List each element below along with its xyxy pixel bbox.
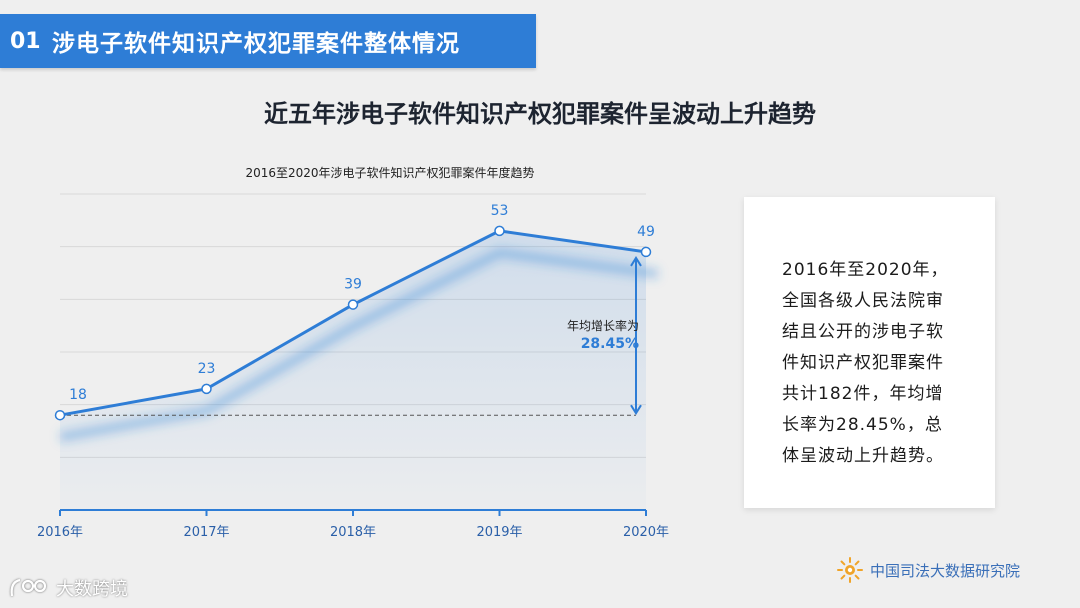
data-point [54,409,66,421]
x-tick-label: 2020年 [623,525,669,540]
annotation-label: 年均增长率为 [567,318,639,333]
annotation-value: 28.45% [581,336,639,352]
watermark-logo-icon [10,578,47,597]
sun-emblem-icon [837,557,863,583]
chart-title: 2016至2020年涉电子软件知识产权犯罪案件年度趋势 [245,166,535,180]
data-label: 49 [637,224,655,240]
data-label: 18 [69,387,87,403]
x-tick-label: 2017年 [183,525,229,540]
x-tick-label: 2018年 [330,525,376,540]
growth-arrow-head-up [630,256,642,267]
section-title: 涉电子软件知识产权犯罪案件整体情况 [52,31,460,57]
org-footer: 中国司法大数据研究院 [836,556,1020,584]
section-number: 01 [10,28,41,54]
x-tick-label: 2019年 [476,525,522,540]
data-label: 53 [491,203,509,219]
data-point [494,225,505,237]
org-name: 中国司法大数据研究院 [870,561,1021,580]
section-header: 01 涉电子软件知识产权犯罪案件整体情况 [0,14,536,68]
page-headline: 近五年涉电子软件知识产权犯罪案件呈波动上升趋势 [264,100,816,128]
x-tick-label: 2016年 [37,525,83,540]
area-fill [60,230,646,510]
series-line-shadow [59,247,659,443]
watermark: 大数跨境 [8,574,128,602]
watermark-text: 大数跨境 [56,579,128,600]
data-point [347,299,359,310]
data-point [201,383,212,395]
data-label: 39 [344,277,362,293]
growth-arrow-head-down [630,404,642,416]
summary-note-text: 2016年至2020年，全国各级人民法院审结且公开的涉电子软件知识产权犯罪案件共… [782,260,949,466]
data-point [640,246,652,258]
data-label: 23 [198,361,216,377]
summary-note-card: 2016年至2020年，全国各级人民法院审结且公开的涉电子软件知识产权犯罪案件共… [744,197,995,508]
